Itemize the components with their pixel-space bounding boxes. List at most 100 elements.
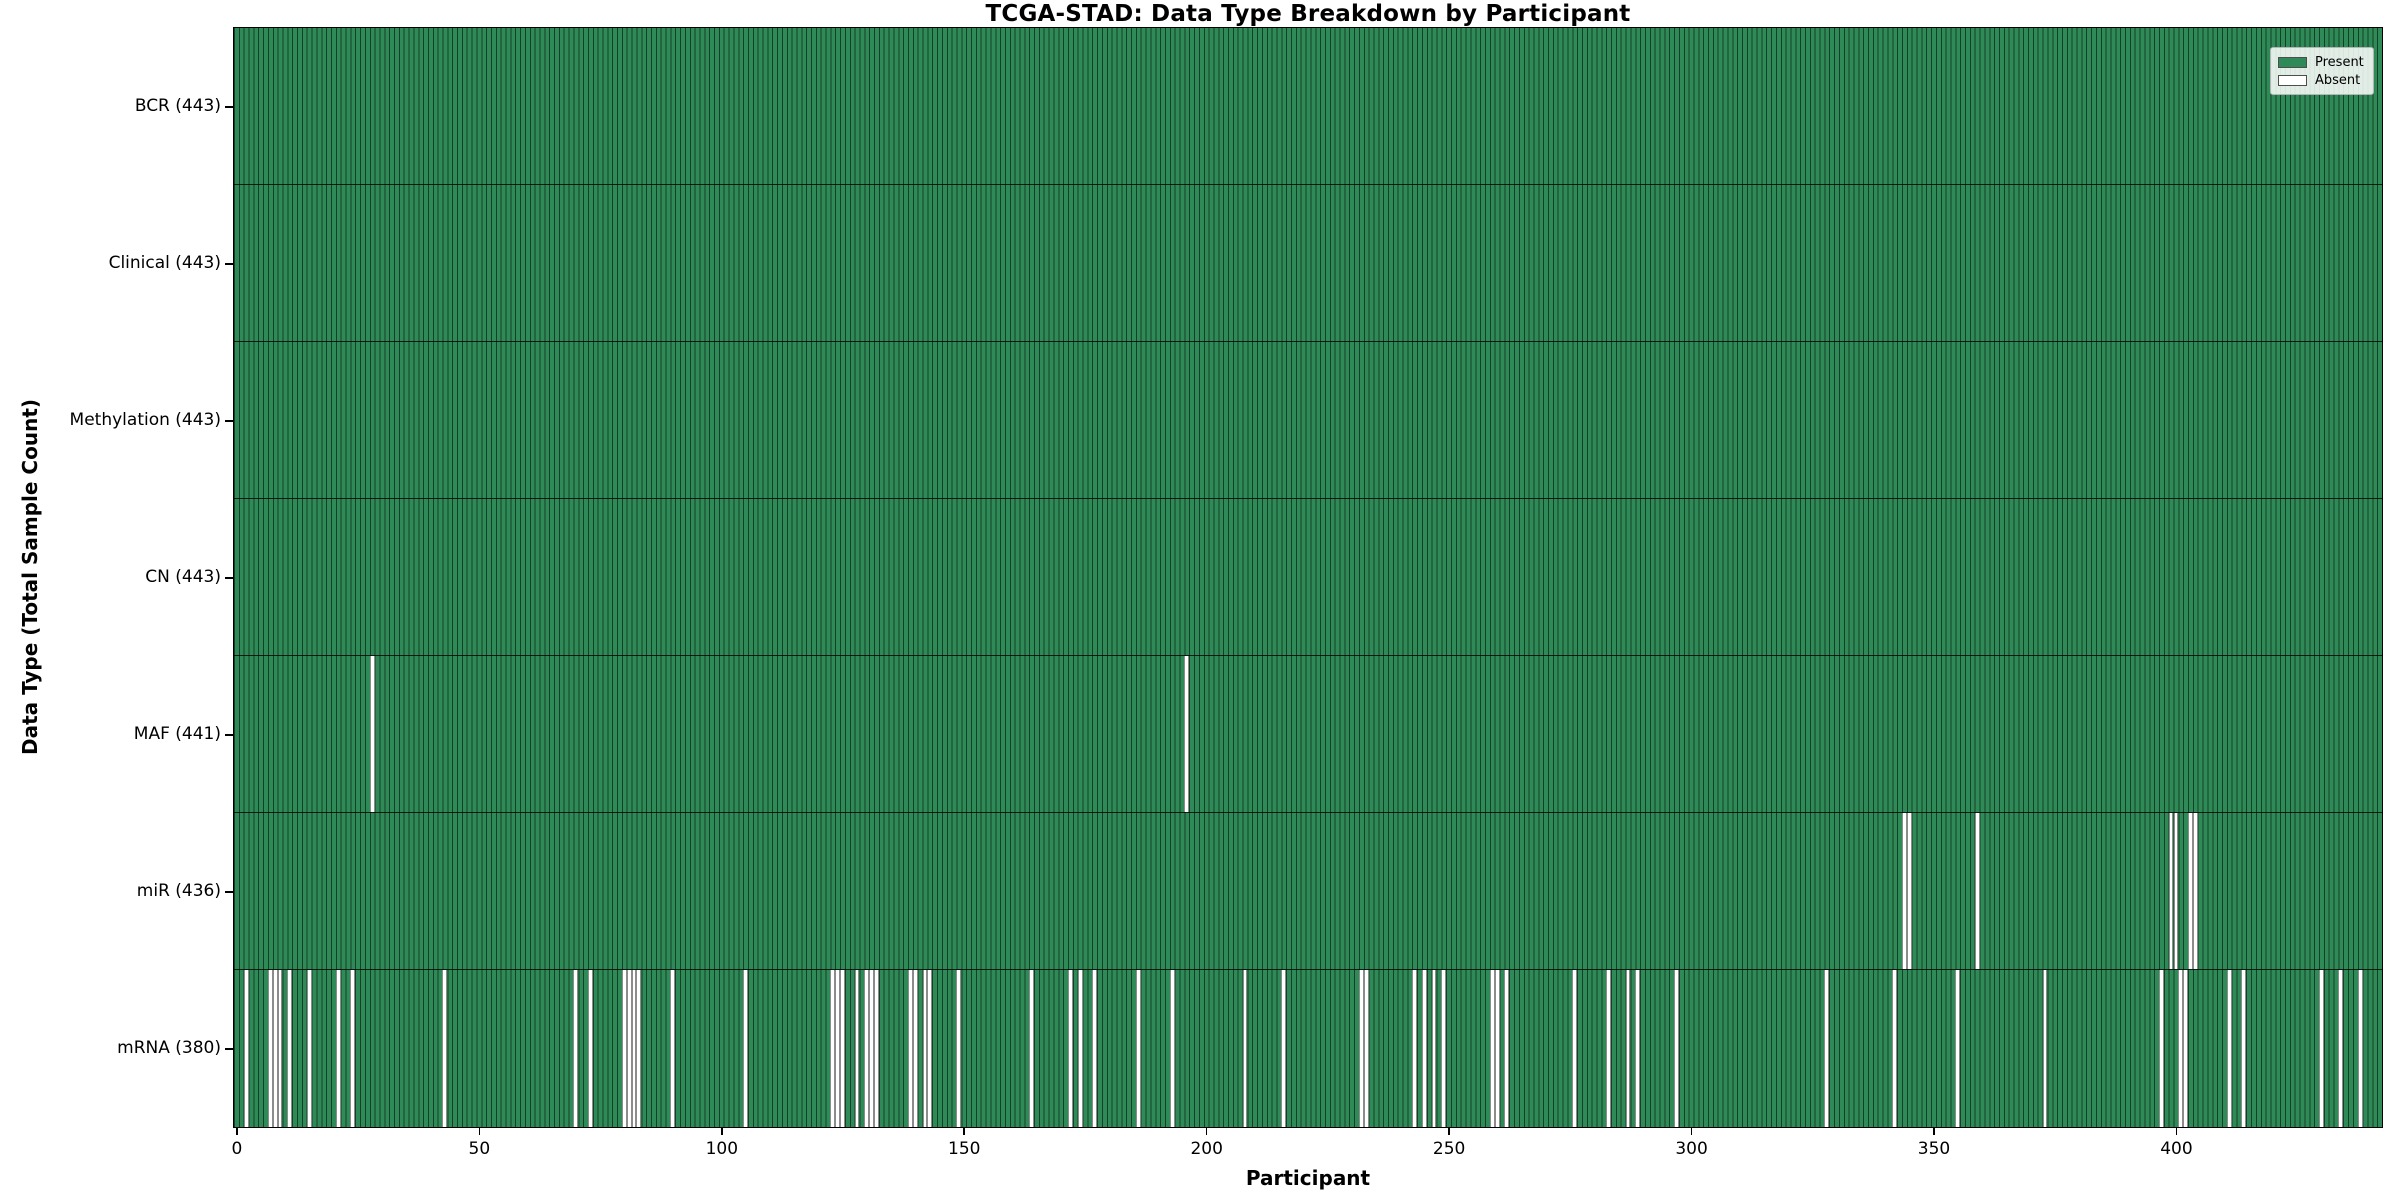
absent-bar-mRNA-15 [306, 970, 312, 1127]
absent-bar-mRNA-24 [350, 970, 356, 1127]
absent-bar-mRNA-283 [1606, 970, 1612, 1127]
absent-bar-mRNA-9 [277, 970, 283, 1127]
row-miR [234, 813, 2382, 970]
absent-bar-mRNA-414 [2241, 970, 2247, 1127]
x-tick-label-400: 400 [2160, 1139, 2193, 1159]
absent-bar-mRNA-125 [840, 970, 845, 1127]
row-Clinical [234, 185, 2382, 342]
absent-bar-mRNA-143 [927, 970, 933, 1127]
x-tick-label-250: 250 [1432, 1139, 1466, 1159]
y-tick-label-MAF: MAF (441) [133, 724, 221, 744]
x-tick-mark [1933, 1128, 1935, 1135]
x-tick-label-0: 0 [231, 1139, 243, 1159]
absent-bar-miR-359 [1974, 813, 1980, 969]
absent-bar-mRNA-262 [1504, 970, 1510, 1127]
absent-bar-mRNA-287 [1625, 970, 1631, 1127]
absent-bar-mRNA-130 [864, 970, 870, 1127]
absent-bar-mRNA-123 [830, 970, 836, 1127]
y-tick-mark [225, 577, 233, 579]
absent-bar-mRNA-81 [626, 970, 632, 1127]
x-tick-mark [1690, 1128, 1693, 1135]
absent-bar-mRNA-434 [2338, 970, 2344, 1127]
chart-title: TCGA-STAD: Data Type Breakdown by Partic… [985, 1, 1631, 27]
absent-bar-mRNA-328 [1824, 970, 1830, 1127]
absent-bar-mRNA-43 [442, 970, 448, 1127]
absent-bar-mRNA-132 [874, 970, 879, 1127]
absent-bar-mRNA-142 [922, 970, 928, 1127]
absent-bar-mRNA-276 [1572, 970, 1578, 1127]
absent-bar-mRNA-164 [1029, 970, 1035, 1127]
legend-label-present: Present [2315, 54, 2364, 70]
plot-area [233, 27, 2383, 1128]
absent-bar-mRNA-373 [2042, 970, 2048, 1127]
absent-bar-mRNA-2 [243, 970, 249, 1127]
absent-bar-mRNA-139 [907, 970, 913, 1127]
absent-bar-mRNA-140 [912, 970, 918, 1127]
absent-bar-mRNA-8 [272, 970, 278, 1127]
y-tick-label-BCR: BCR (443) [134, 96, 221, 116]
x-tick-label-350: 350 [1917, 1139, 1951, 1159]
absent-bar-mRNA-355 [1955, 970, 1961, 1127]
absent-bar-mRNA-216 [1281, 970, 1287, 1127]
x-tick-mark [721, 1128, 723, 1135]
y-tick-label-Clinical: Clinical (443) [108, 253, 221, 273]
absent-bar-mRNA-177 [1092, 970, 1098, 1127]
y-tick-label-miR: miR (436) [136, 881, 221, 901]
y-tick-mark [225, 891, 233, 893]
x-tick-mark [478, 1128, 481, 1135]
row-CN [234, 499, 2382, 656]
absent-bar-mRNA-193 [1169, 970, 1175, 1127]
absent-bar-mRNA-128 [854, 970, 860, 1127]
absent-bar-mRNA-397 [2158, 970, 2164, 1127]
absent-bar-mRNA-70 [573, 970, 579, 1127]
absent-bar-mRNA-247 [1431, 970, 1437, 1127]
legend: Present Absent [2270, 47, 2374, 95]
legend-label-absent: Absent [2315, 72, 2361, 88]
x-tick-mark [2175, 1128, 2178, 1135]
absent-bar-mRNA-260 [1494, 970, 1500, 1127]
absent-bar-mRNA-259 [1489, 970, 1495, 1127]
absent-bar-mRNA-83 [636, 970, 642, 1127]
absent-bar-mRNA-131 [869, 970, 875, 1127]
row-mRNA [234, 970, 2382, 1127]
absent-bar-mRNA-411 [2226, 970, 2232, 1127]
y-tick-mark [225, 420, 233, 422]
absent-bar-miR-403 [2188, 813, 2193, 969]
y-tick-mark [225, 263, 233, 265]
x-tick-mark [1205, 1128, 1208, 1135]
y-tick-label-Methylation: Methylation (443) [69, 410, 221, 430]
absent-bar-MAF-196 [1184, 656, 1190, 812]
row-MAF [234, 656, 2382, 813]
x-tick-label-150: 150 [948, 1139, 981, 1159]
absent-bar-miR-344 [1901, 813, 1907, 969]
x-tick-label-50: 50 [468, 1139, 491, 1159]
absent-bar-mRNA-73 [587, 970, 593, 1127]
absent-bar-mRNA-90 [670, 970, 676, 1127]
absent-bar-mRNA-11 [287, 970, 293, 1127]
y-tick-label-mRNA: mRNA (380) [117, 1038, 221, 1058]
y-tick-mark [225, 1048, 233, 1050]
absent-bar-mRNA-430 [2318, 970, 2324, 1127]
absent-bar-mRNA-174 [1077, 970, 1083, 1127]
absent-bar-mRNA-208 [1242, 970, 1248, 1127]
absent-bar-mRNA-402 [2183, 970, 2189, 1127]
absent-bar-mRNA-438 [2357, 970, 2363, 1127]
absent-bar-miR-404 [2192, 813, 2198, 969]
absent-bar-mRNA-124 [835, 970, 841, 1127]
absent-bar-mRNA-289 [1635, 970, 1641, 1127]
absent-bar-mRNA-233 [1363, 970, 1369, 1127]
absent-bar-MAF-28 [369, 656, 375, 812]
absent-bar-miR-345 [1906, 813, 1912, 969]
x-tick-label-100: 100 [705, 1139, 739, 1159]
absent-bar-miR-400 [2173, 813, 2179, 969]
x-tick-label-200: 200 [1190, 1139, 1223, 1159]
absent-bar-miR-399 [2168, 813, 2174, 969]
absent-bar-mRNA-342 [1892, 970, 1898, 1127]
absent-bar-mRNA-245 [1421, 970, 1427, 1127]
absent-bar-mRNA-7 [267, 970, 273, 1127]
row-Methylation [234, 342, 2382, 499]
row-BCR [234, 28, 2382, 185]
absent-bar-mRNA-249 [1441, 970, 1447, 1127]
absent-bar-mRNA-401 [2178, 970, 2184, 1127]
